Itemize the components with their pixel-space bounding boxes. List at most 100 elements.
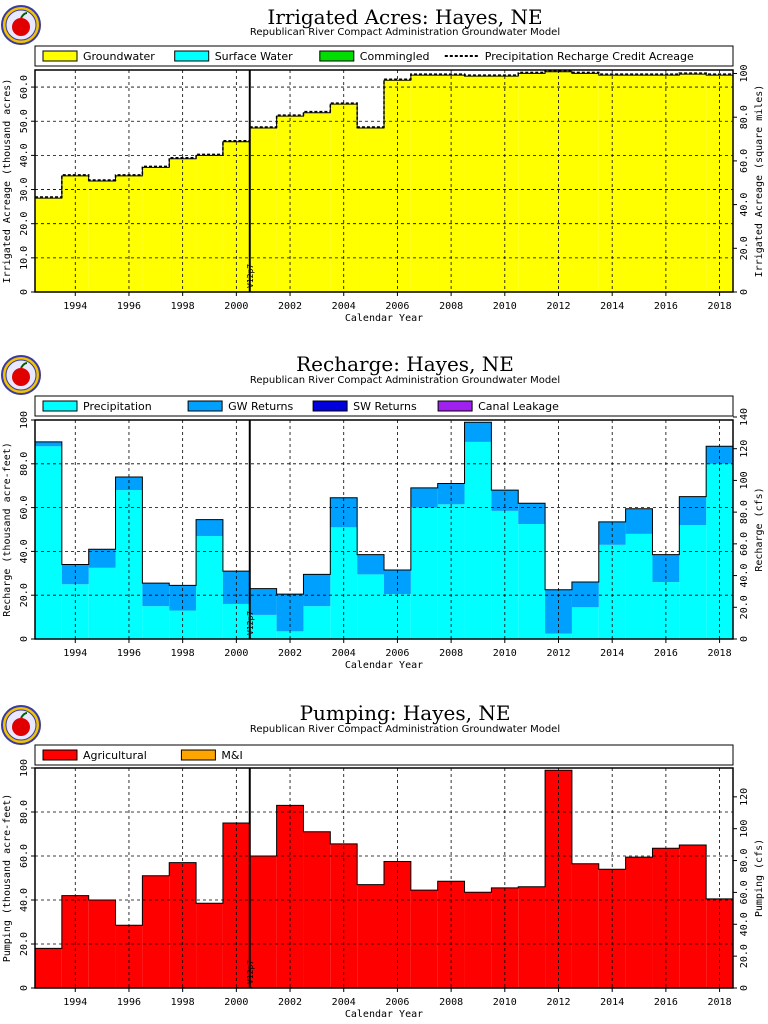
logo-leaf-icon	[20, 362, 28, 369]
y-tick-label: 20.0	[19, 932, 30, 956]
y-tick-label: 10.0	[19, 246, 30, 270]
legend-item-1: Precipitation	[42, 400, 152, 413]
bar-segment	[571, 582, 599, 608]
x-tick-label: 1994	[63, 648, 87, 659]
x-tick-label: 1998	[171, 301, 195, 312]
y2-tick-label: 80.0	[739, 500, 750, 524]
bar-segment	[410, 890, 438, 988]
legend-label: SW Returns	[353, 400, 417, 413]
x-tick-label: 2010	[493, 301, 517, 312]
bar-segment	[464, 422, 492, 442]
y2-tick-label: 0	[739, 636, 750, 642]
bar-segment	[652, 75, 680, 292]
chart-subtitle: Republican River Compact Administration …	[250, 27, 560, 38]
marker-label: V12p7	[246, 264, 255, 288]
bar-segment	[518, 73, 546, 293]
bar-segment	[625, 508, 653, 534]
bar-segment	[142, 583, 170, 607]
y2-tick-label: 120	[739, 788, 750, 806]
bar-segment	[571, 73, 599, 293]
bar-segment	[303, 112, 331, 292]
bar-segment	[571, 607, 599, 639]
y2-tick-label: 60.0	[739, 880, 750, 904]
x-tick-label: 2008	[439, 997, 463, 1008]
bar-segment	[410, 507, 438, 639]
bar-segment	[679, 496, 707, 526]
legend-item-4: Canal Leakage	[437, 400, 559, 413]
bar-segment	[303, 574, 331, 607]
series-outline	[34, 769, 734, 988]
y-tick-label: 0	[19, 636, 30, 642]
x-axis-label: Calendar Year	[345, 660, 423, 671]
legend-swatch	[174, 50, 210, 62]
x-tick-label: 2010	[493, 997, 517, 1008]
bar-segment	[410, 75, 438, 292]
legend: Agricultural M&I	[34, 744, 734, 766]
legend-item-2: GW Returns	[187, 400, 293, 413]
bar-segment	[88, 549, 116, 568]
grid	[35, 767, 733, 988]
x-tick-label: 2006	[385, 997, 409, 1008]
bar-segment	[330, 843, 358, 988]
x-tick-label: 2004	[332, 301, 356, 312]
legend-label: Canal Leakage	[478, 400, 559, 413]
y2-axis-label: Pumping (cfs)	[754, 839, 765, 917]
x-tick-label: 2002	[278, 301, 302, 312]
legend-item-1: Agricultural	[42, 749, 147, 762]
chart-subtitle: Republican River Compact Administration …	[250, 375, 560, 386]
x-tick-label: 2018	[708, 301, 732, 312]
legend-label: Groundwater	[83, 50, 155, 63]
series-gw-returns	[35, 422, 733, 634]
bar-segment	[652, 582, 680, 639]
y2-tick-label: 40.0	[739, 193, 750, 217]
x-tick-label: 2010	[493, 648, 517, 659]
x-tick-label: 2008	[439, 648, 463, 659]
y-tick-label: 50.0	[19, 109, 30, 133]
bar-segment	[464, 892, 492, 988]
series-agricultural	[35, 770, 733, 988]
x-tick-label: 1994	[63, 301, 87, 312]
bar-segment	[598, 521, 626, 545]
y-tick-label: 80.0	[19, 800, 30, 824]
x-tick-label: 1994	[63, 997, 87, 1008]
y-tick-label: 40.0	[19, 888, 30, 912]
grid	[35, 70, 733, 292]
y2-tick-label: 0	[739, 289, 750, 295]
legend-item-3: Commingled	[319, 50, 429, 63]
y-tick-label: 60.0	[19, 496, 30, 520]
x-tick-label: 2006	[385, 648, 409, 659]
y2-tick-label: 80.0	[739, 849, 750, 873]
y2-tick-label: 60.0	[739, 532, 750, 556]
bar-segment	[357, 128, 384, 292]
x-tick-label: 2018	[708, 648, 732, 659]
y-tick-label: 60.0	[19, 75, 30, 99]
y-tick-label: 30.0	[19, 177, 30, 201]
x-tick-label: 1996	[117, 301, 141, 312]
legend-label: Agricultural	[83, 749, 147, 762]
x-tick-label: 1996	[117, 648, 141, 659]
bar-segment	[598, 75, 626, 292]
x-tick-label: 2016	[654, 301, 678, 312]
bar-segment	[142, 167, 170, 292]
bar-segment	[491, 510, 519, 639]
x-tick-label: 2014	[600, 997, 624, 1008]
legend-label: Precipitation Recharge Credit Acreage	[485, 50, 694, 63]
legend-swatch	[187, 400, 223, 412]
bar-segment	[464, 76, 492, 292]
bar-segment	[142, 606, 170, 639]
legend-swatch	[42, 400, 78, 412]
y2-tick-label: 20.0	[739, 944, 750, 968]
bar-segment	[679, 845, 707, 988]
y2-tick-label: 20.0	[739, 595, 750, 619]
legend-item-4: Precipitation Recharge Credit Acreage	[444, 50, 694, 63]
x-tick-label: 2016	[654, 648, 678, 659]
bar-segment	[625, 857, 653, 988]
series-precipitation	[35, 441, 733, 639]
bar-segment	[196, 536, 223, 639]
bar-segment	[706, 75, 733, 292]
chart-subtitle: Republican River Compact Administration …	[250, 724, 560, 735]
x-tick-label: 2002	[278, 648, 302, 659]
logo-apple-icon	[12, 18, 30, 36]
